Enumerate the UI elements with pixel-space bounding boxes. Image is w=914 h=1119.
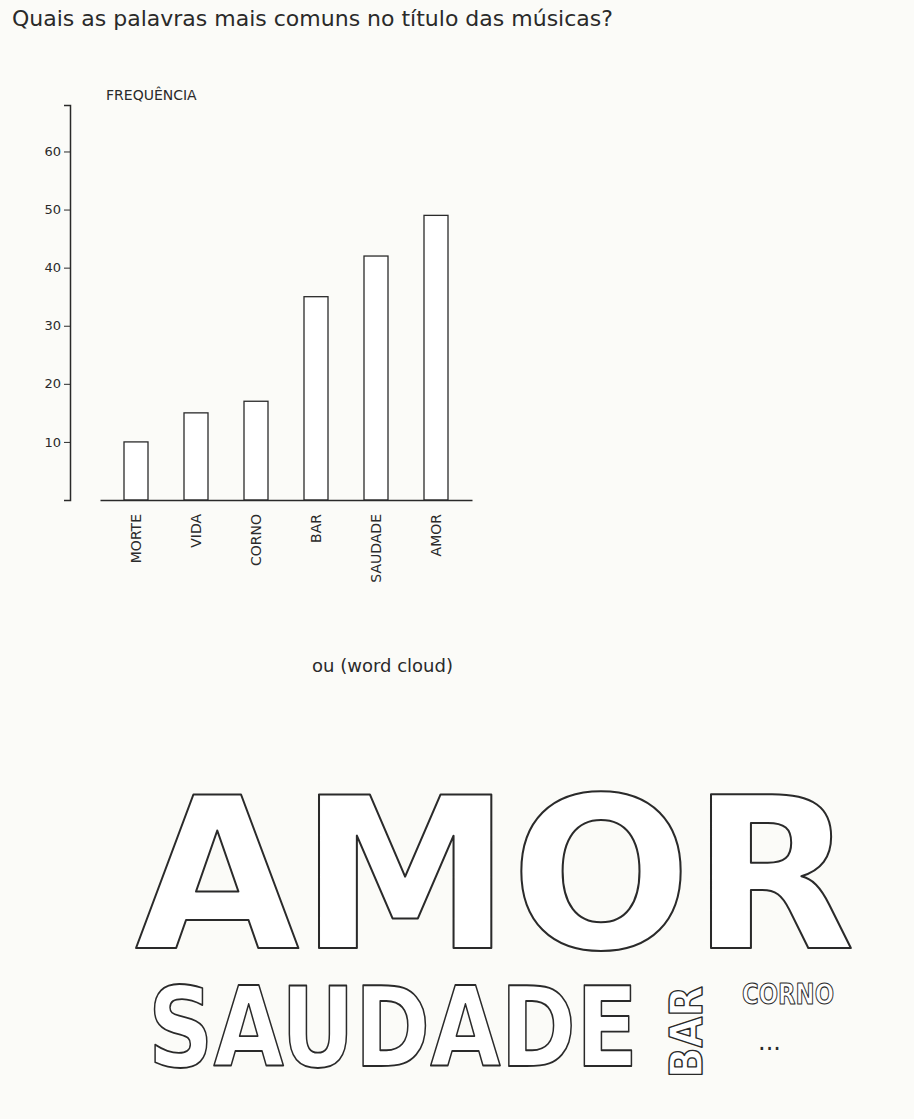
x-tick: BAR bbox=[308, 500, 324, 543]
y-tick-mark bbox=[64, 151, 70, 152]
x-tick-label: AMOR bbox=[428, 514, 444, 557]
bar bbox=[124, 442, 148, 500]
bar bbox=[424, 215, 448, 500]
bar bbox=[184, 413, 208, 500]
cloud-word: SAUDADE bbox=[148, 964, 638, 1092]
y-tick: 60 bbox=[44, 144, 70, 159]
y-tick-mark bbox=[64, 268, 70, 269]
chart-title: Quais as palavras mais comuns no título … bbox=[12, 6, 613, 31]
y-tick-label: 10 bbox=[44, 435, 61, 450]
bars bbox=[124, 215, 448, 500]
cloud-word: AMOR bbox=[135, 753, 855, 998]
cloud-word: ... bbox=[758, 1028, 781, 1056]
x-tick-label: MORTE bbox=[128, 514, 144, 563]
bar bbox=[304, 297, 328, 500]
y-tick-mark bbox=[64, 442, 70, 443]
bar bbox=[244, 401, 268, 500]
y-tick: 50 bbox=[44, 202, 70, 217]
bar-chart: Quais as palavras mais comuns no título … bbox=[12, 6, 613, 583]
x-tick: CORNO bbox=[248, 500, 264, 566]
y-tick-mark bbox=[64, 384, 70, 385]
y-tick: 30 bbox=[44, 318, 70, 333]
x-tick: SAUDADE bbox=[368, 500, 384, 583]
y-tick-label: 60 bbox=[44, 144, 61, 159]
y-axis-title: FREQUÊNCIA bbox=[106, 86, 197, 103]
y-axis: 10 20 30 40 50 60 bbox=[44, 106, 70, 501]
cloud-word: CORNO bbox=[742, 978, 834, 1011]
x-axis-line bbox=[101, 500, 473, 502]
y-tick: 10 bbox=[44, 435, 70, 450]
y-tick-mark bbox=[64, 210, 70, 211]
x-tick: AMOR bbox=[428, 500, 444, 556]
y-tick-label: 30 bbox=[44, 318, 61, 333]
cloud-word: BAR bbox=[661, 986, 712, 1078]
x-axis: MORTE VIDA CORNO BAR SAUDADE AMOR bbox=[101, 500, 473, 583]
word-cloud: ou (word cloud) AMORSAUDADE BAR CORNO... bbox=[135, 655, 855, 1092]
y-axis-line bbox=[64, 106, 71, 501]
x-tick-label: SAUDADE bbox=[368, 514, 384, 583]
y-tick: 20 bbox=[44, 376, 70, 391]
y-tick-label: 50 bbox=[44, 202, 61, 217]
x-tick-label: VIDA bbox=[188, 514, 204, 548]
x-tick-label: BAR bbox=[308, 514, 324, 543]
y-tick-label: 40 bbox=[44, 260, 61, 275]
x-tick: VIDA bbox=[188, 500, 204, 548]
x-tick-label: CORNO bbox=[248, 514, 264, 566]
word-cloud-title: ou (word cloud) bbox=[312, 655, 453, 676]
x-tick: MORTE bbox=[128, 500, 144, 563]
bar bbox=[364, 256, 388, 500]
y-tick-label: 20 bbox=[44, 376, 61, 391]
y-tick-mark bbox=[64, 326, 70, 327]
y-tick: 40 bbox=[44, 260, 70, 275]
